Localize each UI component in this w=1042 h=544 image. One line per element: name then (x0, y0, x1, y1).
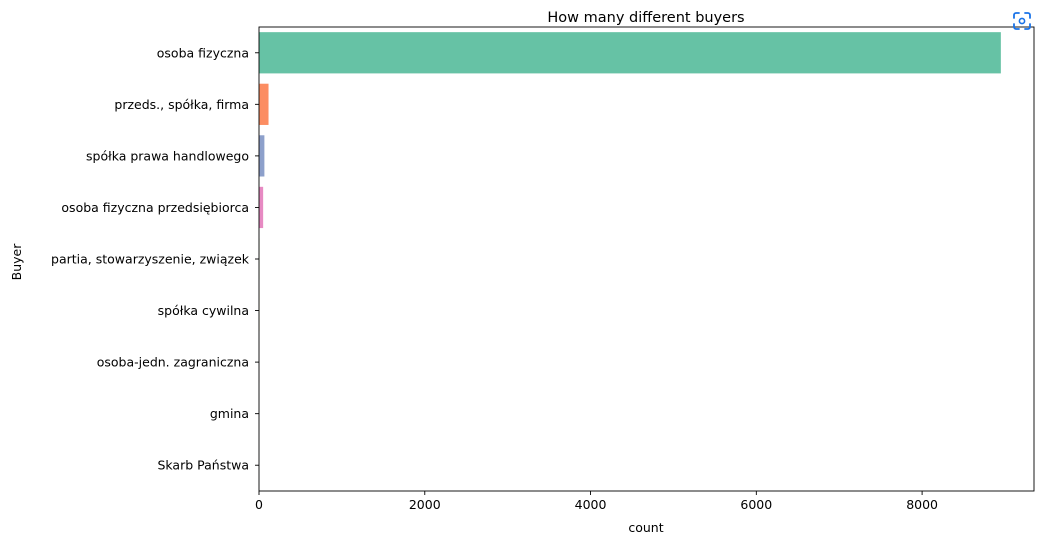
plot-frame (258, 26, 1035, 492)
bar (259, 186, 264, 229)
x-axis-ticks: 0 2000 4000 6000 8000 (255, 491, 938, 512)
x-tick-label: 8000 (906, 497, 938, 512)
y-axis-label: Buyer (9, 243, 24, 281)
y-axis-ticks: osoba fizyczna przeds., spółka, firma spół… (51, 45, 259, 473)
y-tick-label: gmina (210, 406, 249, 421)
y-tick-label: partia, stowarzyszenie, związek (51, 252, 250, 267)
focus-scan-icon (1013, 12, 1031, 30)
x-tick-label: 4000 (575, 497, 607, 512)
x-tick-label: 2000 (409, 497, 441, 512)
x-tick-label: 0 (255, 497, 263, 512)
bars-group (259, 32, 1001, 486)
y-tick-label: przeds., spółka, firma (114, 97, 249, 112)
y-tick-label: osoba-jedn. zagraniczna (97, 355, 249, 370)
y-tick-label: Skarb Państwa (157, 458, 249, 473)
y-tick-label: spółka cywilna (158, 303, 249, 318)
bar (259, 135, 265, 177)
bar (259, 83, 269, 125)
y-tick-label: spółka prawa handlowego (86, 148, 249, 163)
y-tick-label: osoba fizyczna przedsiębiorca (61, 200, 249, 215)
bar (259, 32, 1001, 74)
x-tick-label: 6000 (740, 497, 772, 512)
chart-title: How many different buyers (547, 10, 744, 26)
y-tick-label: osoba fizyczna (157, 45, 249, 60)
x-axis-label: count (628, 520, 663, 535)
focus-button[interactable] (1012, 11, 1032, 31)
